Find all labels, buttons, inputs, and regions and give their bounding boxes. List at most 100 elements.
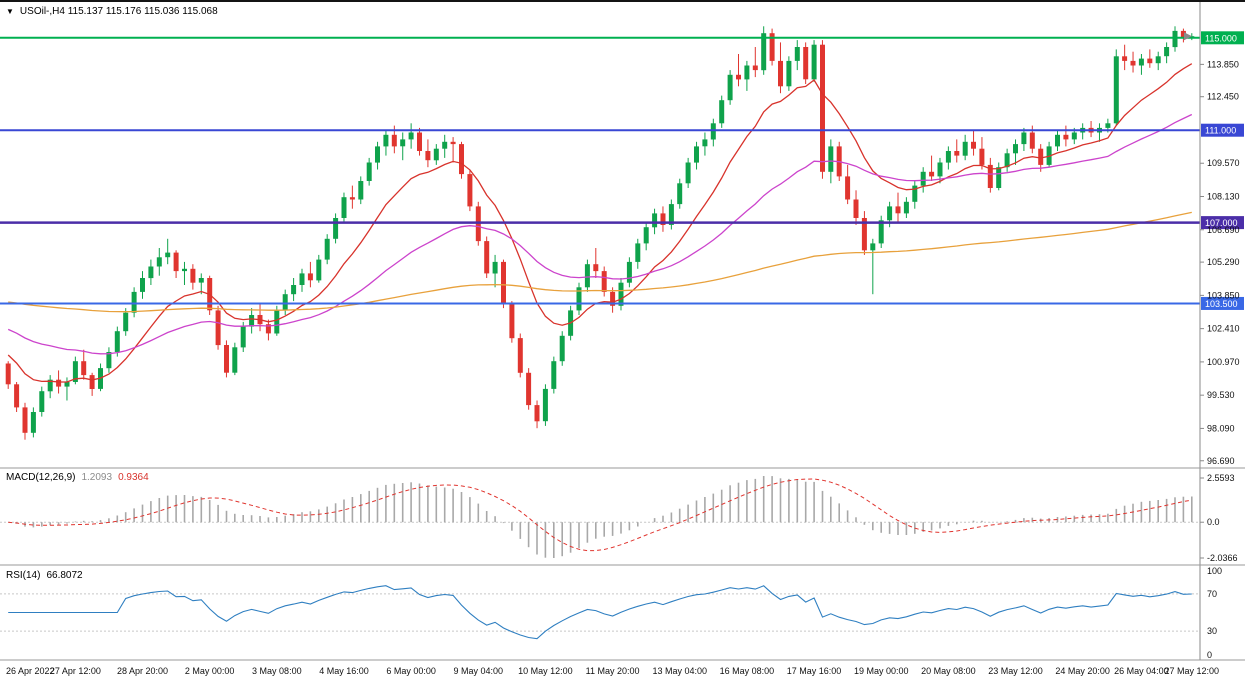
time-axis-label: 24 May 20:00 <box>1055 666 1110 676</box>
candle-body <box>265 324 271 334</box>
candle-body <box>224 345 229 373</box>
candle-body <box>954 151 960 156</box>
candle-body <box>198 278 204 283</box>
candle-body <box>736 74 741 80</box>
candle-body <box>542 388 548 422</box>
candle-body <box>635 243 641 262</box>
candle-body <box>778 60 783 87</box>
candle-body <box>1055 134 1060 147</box>
candle-body <box>1155 56 1161 64</box>
time-axis-label: 19 May 00:00 <box>854 666 909 676</box>
candle-body <box>282 294 288 311</box>
candle-body <box>173 252 179 272</box>
price-axis-label: 99.530 <box>1207 390 1235 400</box>
price-axis-label: 113.850 <box>1207 59 1239 69</box>
time-axis-label: 27 May 12:00 <box>1165 666 1220 676</box>
candle-body <box>677 183 683 205</box>
candle-body <box>274 310 280 334</box>
rsi-line <box>8 585 1192 640</box>
candle-body <box>14 384 20 408</box>
candle-body <box>702 139 708 147</box>
candle-body <box>81 361 87 376</box>
candle-body <box>249 315 255 327</box>
price-axis-label: 102.410 <box>1207 324 1240 334</box>
candle-body <box>64 382 70 387</box>
candle-body <box>391 134 397 147</box>
chart-title-bar: ▼ USOil-,H4 115.137 115.176 115.036 115.… <box>6 6 218 17</box>
price-level-badge <box>1201 296 1244 310</box>
candle-body <box>937 162 943 177</box>
candle-body <box>752 65 758 71</box>
candle-body <box>232 347 238 373</box>
candle-body <box>601 271 607 292</box>
candle-body <box>501 261 506 304</box>
candle-body <box>140 278 145 292</box>
candle-body <box>215 310 221 346</box>
candle-body <box>694 146 699 163</box>
candle-body <box>467 174 473 207</box>
candle-body <box>1138 58 1144 66</box>
candle-body <box>660 213 666 225</box>
price-axis-label: 96.690 <box>1207 456 1235 466</box>
candle-body <box>652 213 658 228</box>
price-level-badge-text: 115.000 <box>1205 33 1237 43</box>
candle-body <box>903 201 909 214</box>
candle-body <box>366 162 372 181</box>
candle-body <box>1105 123 1111 128</box>
candle-body <box>106 352 112 369</box>
candle-body <box>559 335 565 362</box>
candle-body <box>165 252 171 258</box>
candle-body <box>1147 58 1153 64</box>
candles-layer <box>5 26 1195 440</box>
candle-body <box>1029 132 1035 149</box>
time-axis-label: 20 May 08:00 <box>921 666 976 676</box>
candle-body <box>89 375 95 389</box>
candle-body <box>727 74 733 101</box>
candle-body <box>593 264 599 272</box>
ma-line-slow <box>8 211 1192 313</box>
time-axis-label: 27 Apr 12:00 <box>50 666 101 676</box>
candle-body <box>1113 56 1119 124</box>
symbol-ohlc-title: USOil-,H4 115.137 115.176 115.036 115.06… <box>19 6 218 17</box>
time-axis-label: 11 May 20:00 <box>586 666 640 676</box>
rsi-scale-label: 0 <box>1207 650 1212 660</box>
rsi-indicator-header: RSI(14) 66.8072 <box>6 570 83 581</box>
candle-body <box>307 273 313 281</box>
candle-body <box>459 144 464 175</box>
candle-body <box>341 197 347 218</box>
candle-body <box>299 273 305 285</box>
candle-body <box>912 185 918 202</box>
price-axis-label: 108.130 <box>1207 192 1240 202</box>
candle-body <box>333 218 339 239</box>
candle-body <box>1004 153 1010 168</box>
macd-label: MACD(12,26,9) <box>6 472 76 483</box>
candle-body <box>123 312 129 332</box>
candle-body <box>996 167 1002 188</box>
dropdown-marker-icon[interactable]: ▼ <box>6 6 14 16</box>
candle-body <box>1071 132 1077 140</box>
candle-body <box>744 65 750 80</box>
candle-body <box>324 238 330 260</box>
candle-body <box>30 412 36 433</box>
candle-body <box>794 47 800 61</box>
candle-body <box>719 100 725 124</box>
candle-body <box>761 33 767 71</box>
candle-body <box>1038 148 1044 165</box>
candle-body <box>156 257 162 267</box>
candle-body <box>1180 30 1186 38</box>
time-axis-label: 23 May 12:00 <box>988 666 1043 676</box>
candle-body <box>1013 144 1018 154</box>
candle-body <box>861 218 867 251</box>
candle-body <box>1063 134 1069 140</box>
macd-indicator-header: MACD(12,26,9) 1.2093 0.9364 <box>6 472 149 483</box>
candle-body <box>349 197 355 200</box>
candle-body <box>853 199 859 218</box>
time-axis-label: 2 May 00:00 <box>185 666 235 676</box>
candle-body <box>56 379 62 387</box>
candle-body <box>945 151 951 163</box>
price-level-badge <box>1201 123 1244 137</box>
candle-body <box>182 268 187 272</box>
macd-scale-label: -2.0366 <box>1207 553 1238 563</box>
candle-body <box>383 134 389 147</box>
